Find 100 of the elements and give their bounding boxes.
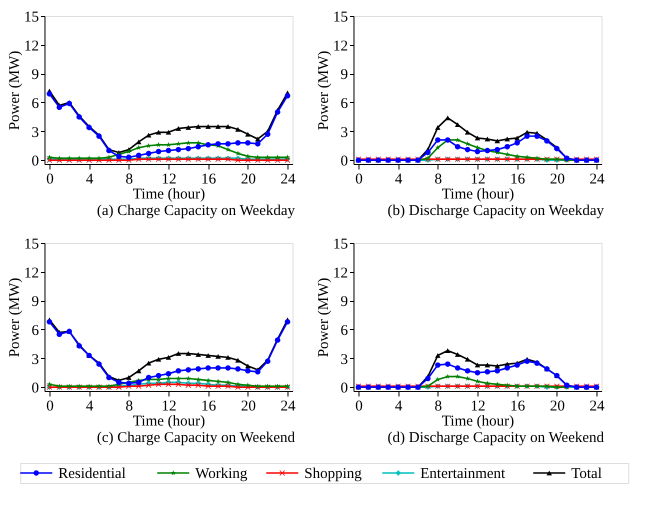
legend-label: Shopping bbox=[304, 466, 362, 482]
point bbox=[215, 365, 221, 371]
point bbox=[425, 150, 431, 156]
point bbox=[504, 136, 510, 142]
y-tick-label: 0 bbox=[31, 380, 39, 397]
y-tick-label: 15 bbox=[24, 236, 39, 252]
point bbox=[166, 354, 172, 360]
point bbox=[205, 124, 211, 129]
y-axis-title: Power (MW) bbox=[316, 50, 332, 130]
point bbox=[435, 144, 440, 150]
y-tick-label: 15 bbox=[24, 10, 39, 26]
legend-label: Entertainment bbox=[420, 466, 506, 482]
point bbox=[225, 141, 231, 147]
x-tick-label: 8 bbox=[126, 398, 134, 414]
x-tick-label: 8 bbox=[126, 172, 134, 188]
x-tick-label: 20 bbox=[240, 172, 256, 188]
point bbox=[176, 351, 182, 356]
point bbox=[534, 133, 540, 139]
point bbox=[235, 140, 241, 146]
y-tick-label: 9 bbox=[31, 294, 39, 310]
y-axis-title: Power (MW) bbox=[6, 50, 23, 130]
point bbox=[235, 366, 241, 372]
x-tick-label: 4 bbox=[394, 172, 403, 188]
point bbox=[484, 369, 490, 375]
point bbox=[474, 148, 480, 154]
x-tick-label: 4 bbox=[394, 398, 403, 414]
point bbox=[196, 366, 201, 372]
point bbox=[514, 362, 520, 368]
y-tick-label: 12 bbox=[24, 265, 39, 282]
point bbox=[464, 130, 470, 135]
y-tick-label: 6 bbox=[31, 322, 40, 339]
point bbox=[255, 136, 260, 142]
point bbox=[474, 362, 480, 368]
text: (c) Charge Capacity on Weekend bbox=[96, 430, 296, 446]
point bbox=[514, 136, 520, 140]
x-axis-title: Time (hour) bbox=[442, 186, 514, 202]
x-tick-label: 12 bbox=[470, 398, 486, 414]
point bbox=[524, 133, 530, 139]
y-tick-label: 0 bbox=[340, 380, 348, 397]
x-tick-label: 12 bbox=[161, 398, 176, 414]
y-tick-label: 0 bbox=[340, 154, 348, 170]
point bbox=[514, 154, 520, 159]
point bbox=[166, 142, 172, 147]
point bbox=[205, 353, 211, 358]
x-tick-label: 8 bbox=[434, 398, 442, 414]
x-axis-title: Time (hour) bbox=[132, 414, 206, 430]
x-tick-label: 20 bbox=[550, 398, 565, 414]
point bbox=[474, 136, 480, 140]
y-tick-label: 0 bbox=[31, 154, 39, 170]
y-tick-label: 12 bbox=[332, 38, 348, 54]
x-tick-label: 12 bbox=[161, 172, 176, 188]
legend-label: Working bbox=[195, 466, 248, 482]
x-axis-title: Time (hour) bbox=[132, 186, 206, 202]
x-tick-label: 0 bbox=[46, 172, 54, 188]
point bbox=[494, 382, 500, 386]
point bbox=[156, 372, 162, 378]
point bbox=[235, 358, 241, 363]
point bbox=[504, 365, 510, 371]
point bbox=[455, 374, 460, 379]
point bbox=[464, 146, 470, 152]
y-tick-label: 15 bbox=[332, 10, 348, 26]
x-tick-label: 20 bbox=[550, 172, 565, 188]
y-axis-title: Power (MW) bbox=[316, 278, 332, 358]
x-tick-label: 20 bbox=[240, 398, 256, 414]
x-tick-label: 0 bbox=[46, 398, 54, 414]
x-tick-label: 16 bbox=[201, 172, 217, 188]
x-tick-label: 16 bbox=[201, 398, 217, 414]
point bbox=[484, 362, 490, 368]
point bbox=[454, 365, 460, 371]
point bbox=[176, 368, 182, 374]
point bbox=[196, 352, 201, 357]
point bbox=[186, 351, 192, 356]
y-tick-label: 6 bbox=[31, 96, 40, 112]
y-tick-label: 3 bbox=[340, 352, 348, 368]
text: (a) Charge Capacity on Weekday bbox=[96, 203, 296, 219]
point bbox=[235, 382, 241, 386]
point bbox=[435, 353, 441, 358]
point bbox=[275, 154, 280, 160]
point bbox=[146, 143, 152, 148]
point bbox=[116, 154, 122, 160]
point bbox=[445, 374, 450, 379]
point bbox=[455, 137, 460, 142]
point bbox=[166, 130, 172, 135]
point bbox=[514, 140, 520, 146]
x-tick-label: 16 bbox=[510, 398, 526, 414]
point bbox=[245, 132, 251, 137]
point bbox=[494, 368, 500, 374]
x-tick-label: 0 bbox=[355, 398, 363, 414]
y-tick-label: 15 bbox=[332, 236, 348, 252]
point bbox=[444, 348, 450, 354]
y-tick-label: 9 bbox=[31, 67, 39, 84]
point bbox=[235, 127, 241, 132]
point bbox=[454, 144, 460, 150]
point bbox=[166, 370, 172, 376]
y-axis-title: Power (MW) bbox=[6, 278, 23, 358]
point bbox=[435, 125, 441, 130]
text: (b) Discharge Capacity on Weekday bbox=[388, 203, 605, 219]
y-tick-label: 9 bbox=[340, 67, 348, 84]
point bbox=[136, 368, 142, 374]
point bbox=[196, 144, 201, 150]
